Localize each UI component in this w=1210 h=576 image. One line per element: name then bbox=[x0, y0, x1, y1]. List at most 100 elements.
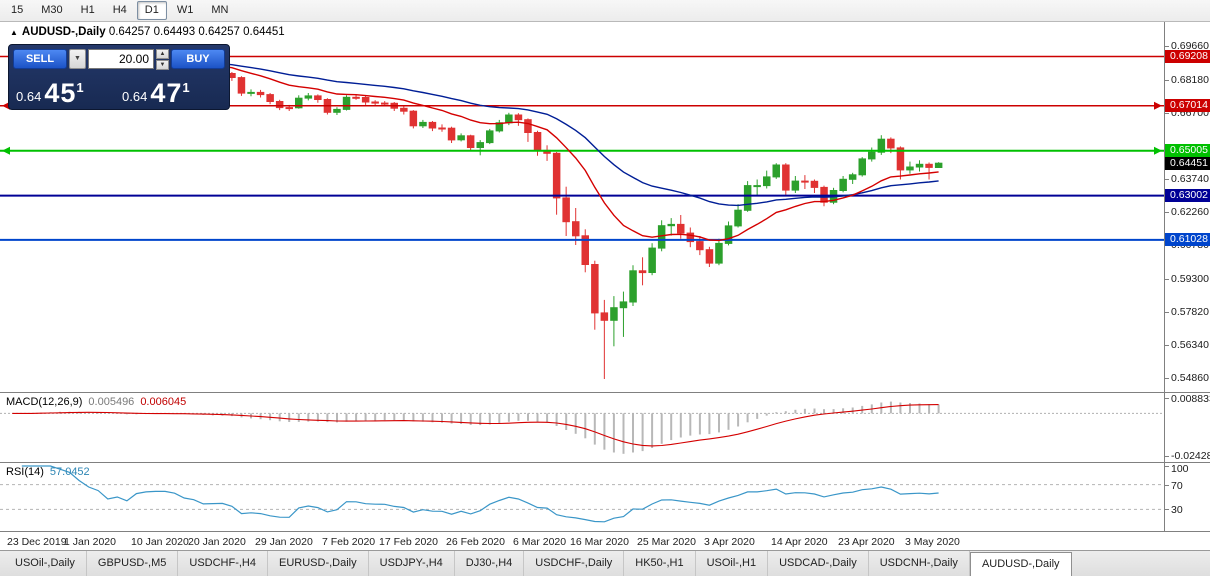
candle-body bbox=[524, 119, 532, 133]
date-tick-label: 14 Apr 2020 bbox=[771, 536, 828, 548]
price-chart-canvas[interactable] bbox=[0, 22, 1164, 392]
price-tick-label: 0.57820 bbox=[1171, 306, 1209, 318]
candle-body bbox=[572, 221, 580, 237]
axis-tickmark bbox=[1165, 345, 1169, 346]
candle-body bbox=[381, 102, 389, 105]
date-tick-label: 23 Dec 2019 bbox=[7, 536, 67, 548]
candle-body bbox=[638, 270, 647, 274]
candle-body bbox=[409, 110, 418, 127]
chart-tab[interactable]: USDCNH-,Daily bbox=[869, 551, 970, 576]
chart-tab[interactable]: EURUSD-,Daily bbox=[268, 551, 369, 576]
buy-price-pips: 47 bbox=[150, 78, 183, 108]
macd-tick-label: -0.02428 bbox=[1171, 450, 1210, 462]
candle-body bbox=[275, 101, 284, 109]
candle-body bbox=[868, 151, 876, 160]
pane-splitter-rsi[interactable] bbox=[0, 462, 1210, 463]
chart-tab[interactable]: DJ30-,H4 bbox=[455, 551, 525, 576]
chart-tab[interactable]: USDJPY-,H4 bbox=[369, 551, 455, 576]
timeframe-button-15[interactable]: 15 bbox=[11, 4, 24, 16]
date-tick-label: 23 Apr 2020 bbox=[838, 536, 895, 548]
candle-body bbox=[839, 178, 847, 192]
candle-body bbox=[667, 223, 675, 227]
date-tick-label: 26 Feb 2020 bbox=[446, 536, 505, 548]
candle-body bbox=[648, 247, 656, 274]
axis-tickmark bbox=[1165, 179, 1169, 180]
chart-tab[interactable]: USDCHF-,Daily bbox=[524, 551, 625, 576]
volume-input[interactable]: 20.00 bbox=[88, 49, 154, 69]
candle-body bbox=[342, 96, 351, 110]
candle-body bbox=[896, 147, 905, 171]
timeframe-button-mn[interactable]: MN bbox=[211, 4, 229, 16]
price-axis: 0.696600.681800.667000.637400.622600.607… bbox=[1165, 22, 1210, 392]
timeframe-button-m30[interactable]: M30 bbox=[41, 4, 63, 16]
sell-price-pips: 45 bbox=[44, 78, 77, 108]
oneclick-trading-panel: SELL ▼ 20.00 ▲ ▼ BUY 0.64 45 1 0.64 47 1 bbox=[8, 44, 230, 110]
chart-tab[interactable]: USDCAD-,Daily bbox=[768, 551, 869, 576]
chart-tab[interactable]: AUDUSD-,Daily bbox=[969, 552, 1072, 576]
pane-splitter-macd[interactable] bbox=[0, 392, 1210, 393]
candle-body bbox=[724, 225, 733, 244]
axis-tickmark bbox=[1165, 378, 1169, 379]
candle-body bbox=[457, 135, 465, 141]
axis-tickmark bbox=[1165, 466, 1169, 467]
sell-price-figure: 0.64 bbox=[16, 89, 42, 104]
volume-dropdown-icon[interactable]: ▼ bbox=[69, 49, 86, 69]
sell-button[interactable]: SELL bbox=[13, 49, 67, 69]
timeframe-button-w1[interactable]: W1 bbox=[176, 4, 194, 16]
candle-body bbox=[495, 122, 504, 132]
chart-tab[interactable]: USOil-,H1 bbox=[696, 551, 769, 576]
rsi-tick-label: 30 bbox=[1171, 504, 1183, 516]
chart-tab[interactable]: USDCHF-,H4 bbox=[178, 551, 268, 576]
candle-body bbox=[696, 241, 704, 251]
candle-body bbox=[591, 264, 599, 314]
candle-body bbox=[677, 223, 685, 234]
rsi-label: RSI(14) 57.0452 bbox=[6, 466, 90, 478]
axis-tickmark bbox=[1165, 80, 1169, 81]
candle-body bbox=[772, 164, 780, 178]
candle-body bbox=[314, 95, 322, 101]
candle-body bbox=[266, 94, 274, 102]
oneclick-toggle-icon[interactable]: ▲ bbox=[10, 28, 18, 37]
candle-body bbox=[801, 180, 809, 183]
axis-tickmark bbox=[1165, 509, 1169, 510]
candle-body bbox=[619, 301, 628, 309]
timeframe-button-h1[interactable]: H1 bbox=[80, 4, 95, 16]
indicator-line bbox=[21, 465, 939, 523]
price-level-badge: 0.69208 bbox=[1165, 50, 1210, 63]
chart-tab[interactable]: HK50-,H1 bbox=[624, 551, 696, 576]
rsi-chart-canvas[interactable] bbox=[0, 463, 1164, 531]
buy-button[interactable]: BUY bbox=[171, 49, 225, 69]
candle-body bbox=[237, 77, 246, 94]
candle-body bbox=[743, 185, 752, 211]
price-level-badge: 0.63002 bbox=[1165, 189, 1210, 202]
date-tick-label: 16 Mar 2020 bbox=[570, 536, 629, 548]
candle-body bbox=[304, 95, 313, 99]
candle-body bbox=[486, 130, 494, 144]
candle-body bbox=[581, 235, 589, 266]
candle-body bbox=[925, 163, 933, 168]
candle-body bbox=[438, 127, 446, 130]
sell-price: 0.64 45 1 bbox=[13, 71, 119, 107]
buy-price-point: 1 bbox=[182, 80, 190, 95]
line-arrow-left-icon bbox=[2, 146, 10, 155]
chart-tab[interactable]: USOil-,Daily bbox=[4, 551, 87, 576]
volume-down-icon[interactable]: ▼ bbox=[156, 60, 169, 70]
axis-tickmark bbox=[1165, 279, 1169, 280]
timeframe-button-d1[interactable]: D1 bbox=[136, 1, 167, 20]
chart-tab[interactable]: GBPUSD-,M5 bbox=[87, 551, 179, 576]
candle-body bbox=[466, 135, 475, 149]
chart-title-symbol: AUDUSD-,Daily bbox=[21, 26, 106, 38]
timeframe-button-h4[interactable]: H4 bbox=[112, 4, 127, 16]
macd-chart-canvas[interactable] bbox=[0, 393, 1164, 462]
candle-body bbox=[715, 242, 723, 264]
price-tick-label: 0.62260 bbox=[1171, 206, 1209, 218]
axis-tickmark bbox=[1165, 312, 1169, 313]
candle-body bbox=[333, 108, 341, 113]
axis-tickmark bbox=[1165, 113, 1169, 114]
price-level-badge: 0.65005 bbox=[1165, 144, 1210, 157]
price-tick-label: 0.69660 bbox=[1171, 40, 1209, 52]
candle-body bbox=[763, 176, 771, 187]
volume-up-icon[interactable]: ▲ bbox=[156, 49, 169, 59]
candle-body bbox=[361, 97, 370, 103]
price-tick-label: 0.68180 bbox=[1171, 74, 1209, 86]
